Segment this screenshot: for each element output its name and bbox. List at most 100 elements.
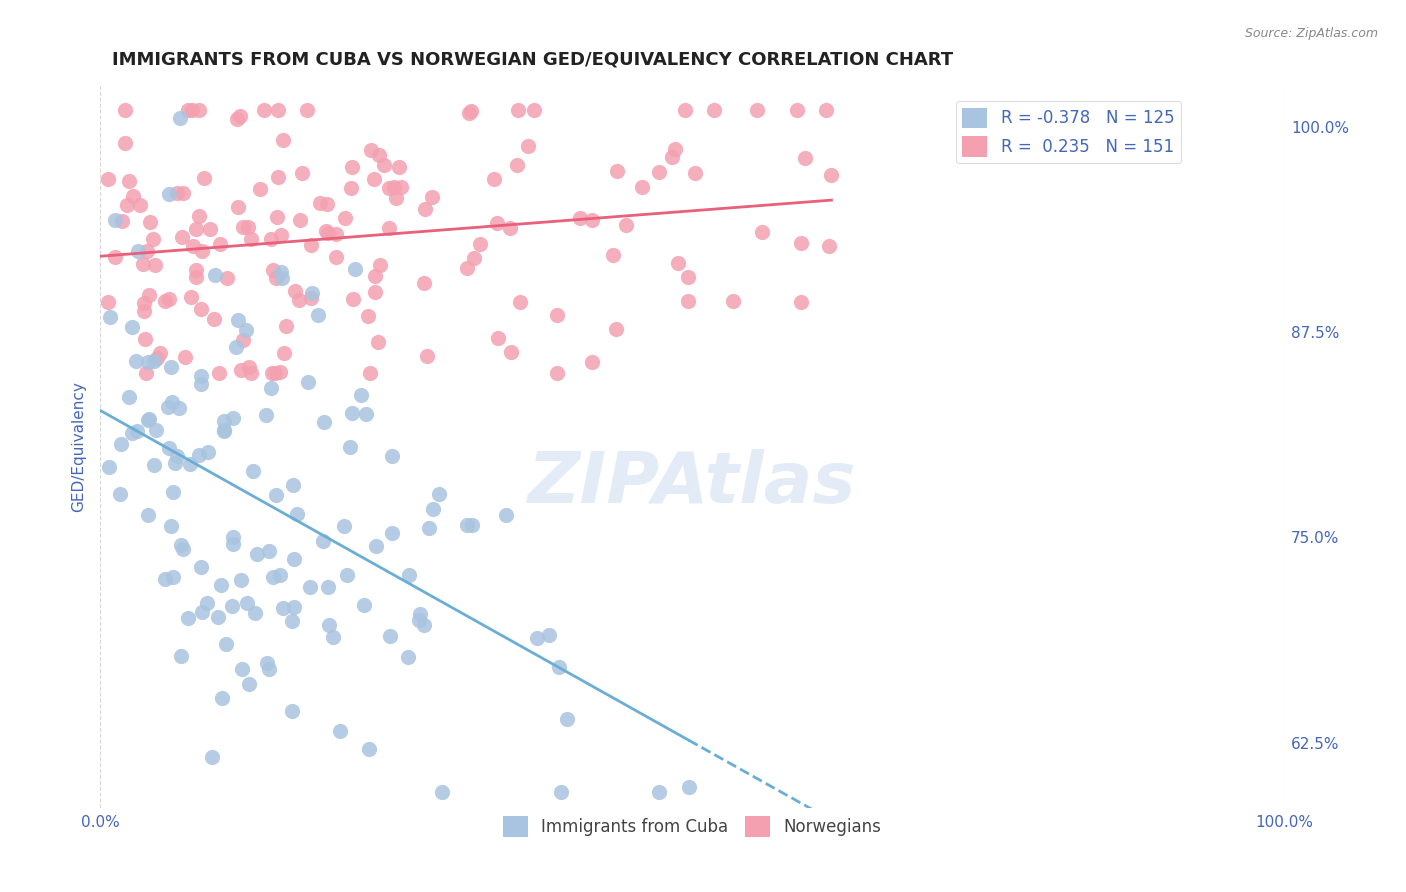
Point xyxy=(138,355,160,369)
Point xyxy=(364,268,387,283)
Point xyxy=(499,221,522,235)
Point xyxy=(229,573,252,587)
Point xyxy=(606,164,628,178)
Point xyxy=(360,143,382,157)
Point xyxy=(420,190,443,204)
Point xyxy=(283,552,305,566)
Point xyxy=(280,704,302,718)
Point xyxy=(256,656,278,670)
Point xyxy=(136,244,159,259)
Point xyxy=(309,196,332,211)
Point xyxy=(322,630,344,644)
Point xyxy=(260,232,283,246)
Point xyxy=(190,559,212,574)
Point xyxy=(134,332,156,346)
Point xyxy=(138,412,160,426)
Point xyxy=(273,346,295,360)
Point xyxy=(108,486,131,500)
Point xyxy=(260,381,283,395)
Point xyxy=(631,180,654,194)
Point xyxy=(266,210,288,224)
Point xyxy=(157,186,180,201)
Point xyxy=(661,150,683,164)
Point xyxy=(285,507,308,521)
Point xyxy=(135,366,157,380)
Point xyxy=(177,103,200,117)
Point xyxy=(382,180,405,194)
Point xyxy=(118,390,141,404)
Point xyxy=(212,423,235,437)
Point xyxy=(157,441,180,455)
Point xyxy=(136,508,159,523)
Point xyxy=(138,413,160,427)
Point xyxy=(139,215,162,229)
Point xyxy=(271,133,294,147)
Point xyxy=(172,186,194,201)
Point xyxy=(456,260,478,275)
Point xyxy=(215,638,238,652)
Point xyxy=(177,611,200,625)
Point xyxy=(114,103,136,117)
Point xyxy=(142,458,165,472)
Point xyxy=(232,333,254,347)
Point xyxy=(342,160,364,174)
Point xyxy=(121,425,143,440)
Point xyxy=(238,360,260,375)
Point xyxy=(249,182,271,196)
Point xyxy=(333,211,356,226)
Point xyxy=(201,750,224,764)
Point xyxy=(381,525,404,540)
Point xyxy=(243,606,266,620)
Point xyxy=(114,136,136,151)
Point xyxy=(270,227,292,242)
Point xyxy=(547,660,569,674)
Point xyxy=(226,313,249,327)
Point xyxy=(97,171,120,186)
Point xyxy=(262,570,284,584)
Point xyxy=(221,530,243,544)
Point xyxy=(174,350,197,364)
Point xyxy=(266,103,288,117)
Point xyxy=(793,151,815,165)
Point xyxy=(499,345,522,359)
Point xyxy=(198,222,221,236)
Point xyxy=(790,295,813,310)
Point xyxy=(197,444,219,458)
Point xyxy=(274,319,297,334)
Point xyxy=(271,271,294,285)
Point xyxy=(229,109,252,123)
Point xyxy=(188,210,211,224)
Point xyxy=(225,340,247,354)
Point xyxy=(110,437,132,451)
Point xyxy=(238,676,260,690)
Point xyxy=(325,250,347,264)
Point xyxy=(422,502,444,516)
Point xyxy=(460,517,482,532)
Point xyxy=(186,222,208,236)
Point xyxy=(169,112,191,126)
Point xyxy=(262,366,284,380)
Point xyxy=(486,331,509,345)
Point xyxy=(343,261,366,276)
Point xyxy=(398,568,420,582)
Point xyxy=(125,424,148,438)
Point xyxy=(104,250,127,264)
Point xyxy=(678,780,700,794)
Point xyxy=(367,335,389,350)
Point xyxy=(263,366,285,380)
Point xyxy=(190,368,212,383)
Point xyxy=(676,294,699,309)
Point xyxy=(208,366,231,380)
Point xyxy=(172,230,194,244)
Point xyxy=(231,662,253,676)
Point xyxy=(412,276,434,290)
Point xyxy=(269,365,291,379)
Point xyxy=(202,311,225,326)
Point xyxy=(184,270,207,285)
Point xyxy=(187,448,209,462)
Point xyxy=(226,200,249,214)
Point xyxy=(418,521,440,535)
Point xyxy=(723,294,745,309)
Point xyxy=(815,103,838,117)
Point xyxy=(184,262,207,277)
